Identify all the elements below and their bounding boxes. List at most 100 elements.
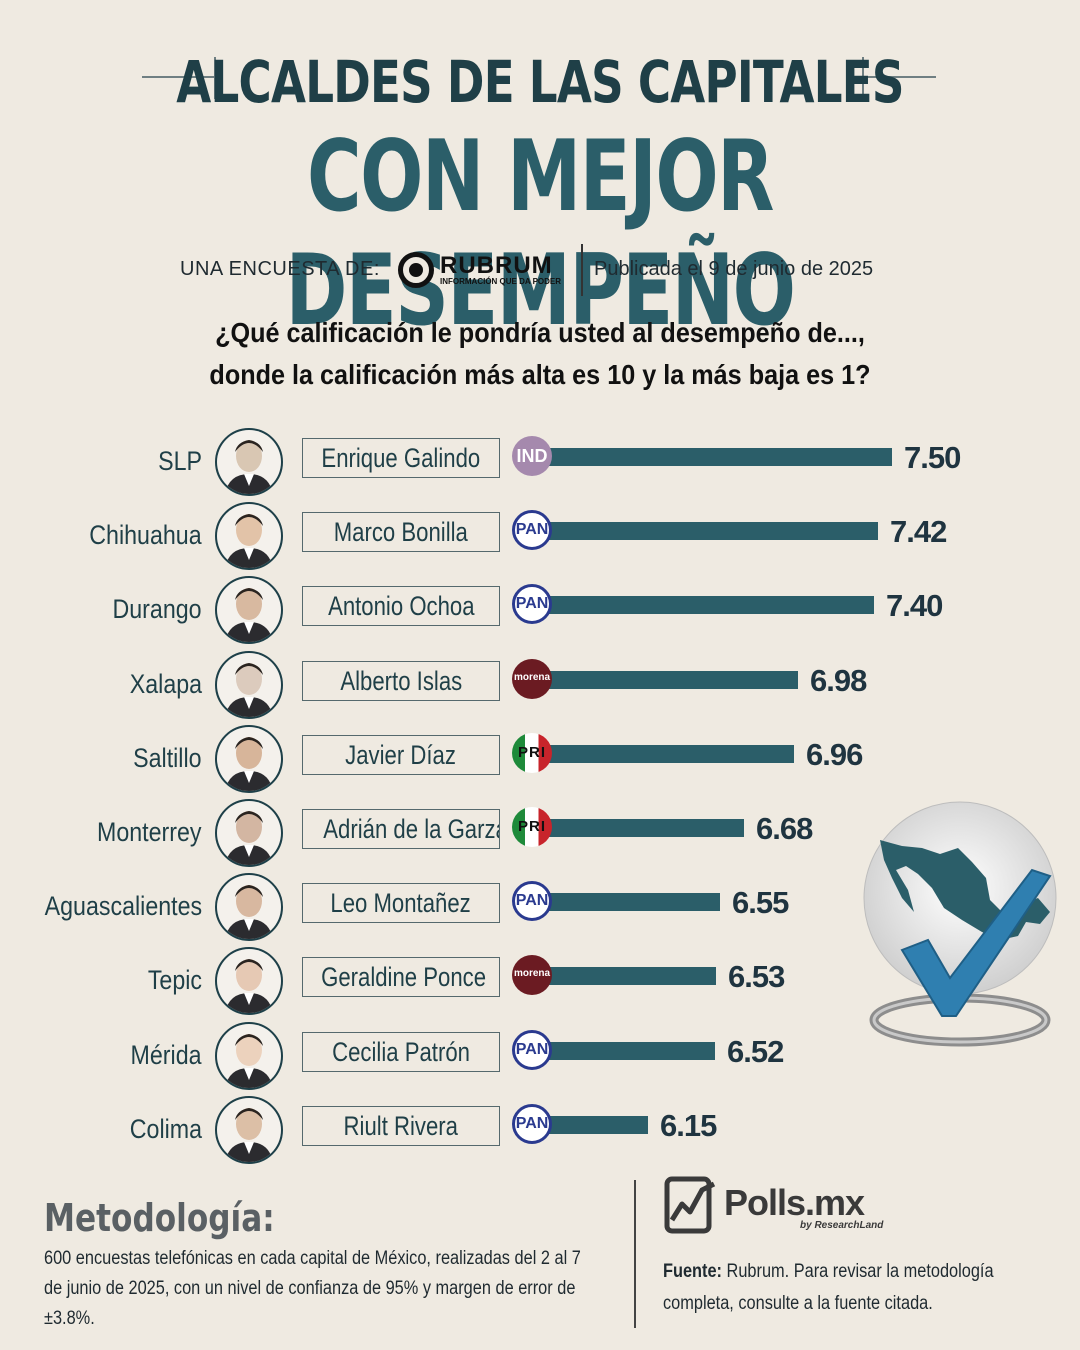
source-text: Rubrum. Para revisar la metodología comp… <box>663 1261 994 1314</box>
mayor-photo <box>215 576 283 645</box>
chart-row: Saltillo Javier Díaz PRI 6.96 <box>0 724 1080 795</box>
mexico-checkmark-icon <box>863 801 1057 1047</box>
mayor-name-box: Adrián de la Garza <box>302 809 500 849</box>
source-note: Fuente: Rubrum. Para revisar la metodolo… <box>663 1256 1041 1320</box>
rubrum-tagline: INFORMACIÓN QUE DA PODER <box>440 277 562 286</box>
chart-row: Colima Riult Rivera PAN 6.15 <box>0 1095 1080 1166</box>
mayor-name-box: Marco Bonilla <box>302 512 500 553</box>
mayor-name: Marco Bonilla <box>333 517 469 548</box>
mayor-name-box: Antonio Ochoa <box>302 586 500 627</box>
chart-bar <box>530 819 744 837</box>
survey-question: ¿Qué calificación le pondría usted al de… <box>0 312 1080 396</box>
mayor-photo <box>215 799 283 867</box>
rubrum-name: RUBRUM <box>440 252 553 279</box>
party-logo-pri: PRI <box>512 732 552 773</box>
mayor-name-box: Riult Rivera <box>302 1105 500 1146</box>
mayor-photo <box>215 650 283 719</box>
title-rule-left-tick <box>214 57 216 99</box>
chart-row: Tepic Geraldine Ponce morena 6.53 <box>0 947 1080 1017</box>
value-label: 6.55 <box>732 885 789 921</box>
publication-date: Publicada el 9 de junio de 2025 <box>594 258 874 280</box>
mayor-photo <box>215 1021 283 1090</box>
source-label: Fuente: <box>663 1261 723 1282</box>
mayor-name: Antonio Ochoa <box>327 591 475 622</box>
methodology-text: 600 encuestas telefónicas en cada capita… <box>44 1248 581 1329</box>
question-line2: donde la calificación más alta es 10 y l… <box>209 359 871 390</box>
chart-bar <box>530 522 878 541</box>
mayor-name: Geraldine Ponce <box>321 962 487 993</box>
value-label: 7.50 <box>904 440 961 475</box>
value-label: 6.98 <box>810 662 867 698</box>
rubrum-logo: RUBRUM INFORMACIÓN QUE DA PODER <box>398 250 573 290</box>
city-label: Monterrey <box>97 817 202 847</box>
chart-row: Monterrey Adrián de la Garza PRI 6.68 <box>0 799 1080 869</box>
chart-bar <box>530 744 794 763</box>
mayor-name-box: Enrique Galindo <box>302 438 500 478</box>
city-label: Saltillo <box>133 742 202 773</box>
value-label: 6.15 <box>660 1107 717 1143</box>
polls-brand: Polls.mx <box>724 1182 865 1223</box>
party-logo-pan: PAN <box>512 881 552 922</box>
mayor-photo <box>215 428 283 496</box>
city-label: Tepic <box>147 965 202 996</box>
party-logo-pan: PAN <box>512 510 552 551</box>
mayor-name: Javier Díaz <box>345 739 457 770</box>
value-label: 7.42 <box>890 514 947 550</box>
page-title-line2: CON MEJOR DESEMPEÑO <box>285 120 796 348</box>
city-label: Xalapa <box>129 668 202 699</box>
chart-row: Mérida Cecilia Patrón PAN 6.52 <box>0 1021 1080 1092</box>
title-rule-left <box>142 76 216 78</box>
polls-chart-icon <box>664 1176 716 1234</box>
chart-row: Durango Antonio Ochoa PAN 7.40 <box>0 576 1080 646</box>
methodology-title: Metodología: <box>44 1196 275 1240</box>
title-rule-right-tick <box>862 57 864 99</box>
mayor-name-box: Geraldine Ponce <box>302 957 500 998</box>
chart-row: SLP Enrique Galindo IND 7.50 <box>0 428 1080 498</box>
mayor-name: Alberto Islas <box>340 665 462 696</box>
mayor-photo <box>215 947 283 1016</box>
party-logo-morena: morena <box>512 955 552 996</box>
value-label: 6.52 <box>727 1033 784 1069</box>
party-logo-pan: PAN <box>512 1103 552 1144</box>
city-label: SLP <box>158 446 202 476</box>
mayor-name: Cecilia Patrón <box>332 1036 470 1067</box>
mayor-name-box: Cecilia Patrón <box>302 1031 500 1072</box>
chart-bar <box>530 448 892 466</box>
party-logo-pan: PAN <box>512 584 552 625</box>
chart-bar <box>530 670 798 689</box>
mayor-name-box: Leo Montañez <box>302 883 500 924</box>
city-label: Chihuahua <box>89 520 202 551</box>
party-logo-pri: PRI <box>512 807 552 847</box>
chart-bar <box>530 967 716 986</box>
value-label: 6.68 <box>756 811 813 846</box>
party-logo-morena: morena <box>512 658 552 699</box>
city-label: Colima <box>129 1113 202 1144</box>
mayor-photo <box>215 502 283 571</box>
mayor-name-box: Javier Díaz <box>302 734 500 775</box>
question-line1: ¿Qué calificación le pondría usted al de… <box>215 317 865 348</box>
mayor-photo <box>215 1095 283 1164</box>
survey-label: UNA ENCUESTA DE: <box>180 258 380 280</box>
chart-bar <box>530 893 720 912</box>
chart-row: Aguascalientes Leo Montañez PAN 6.55 <box>0 873 1080 943</box>
title-rule-right <box>864 76 936 78</box>
mayor-photo <box>215 724 283 793</box>
page-title-line1: ALCALDES DE LAS CAPITALES <box>176 48 904 116</box>
mayor-name: Leo Montañez <box>330 888 472 919</box>
city-label: Aguascalientes <box>44 891 202 922</box>
chart-bar <box>530 1115 648 1134</box>
footer-divider <box>634 1180 636 1328</box>
city-label: Mérida <box>131 1039 202 1070</box>
party-logo-pan: PAN <box>512 1029 552 1070</box>
rubrum-logo-icon <box>398 252 434 288</box>
chart-row: Xalapa Alberto Islas morena 6.98 <box>0 650 1080 721</box>
chart-row: Chihuahua Marco Bonilla PAN 7.42 <box>0 502 1080 572</box>
value-label: 7.40 <box>886 588 943 624</box>
mayor-name: Enrique Galindo <box>321 443 481 473</box>
party-logo-ind: IND <box>512 436 552 476</box>
city-label: Durango <box>112 594 202 625</box>
header-divider <box>581 244 583 296</box>
mayor-name: Riult Rivera <box>343 1110 459 1141</box>
value-label: 6.96 <box>806 736 863 772</box>
chart-bar <box>530 596 874 615</box>
